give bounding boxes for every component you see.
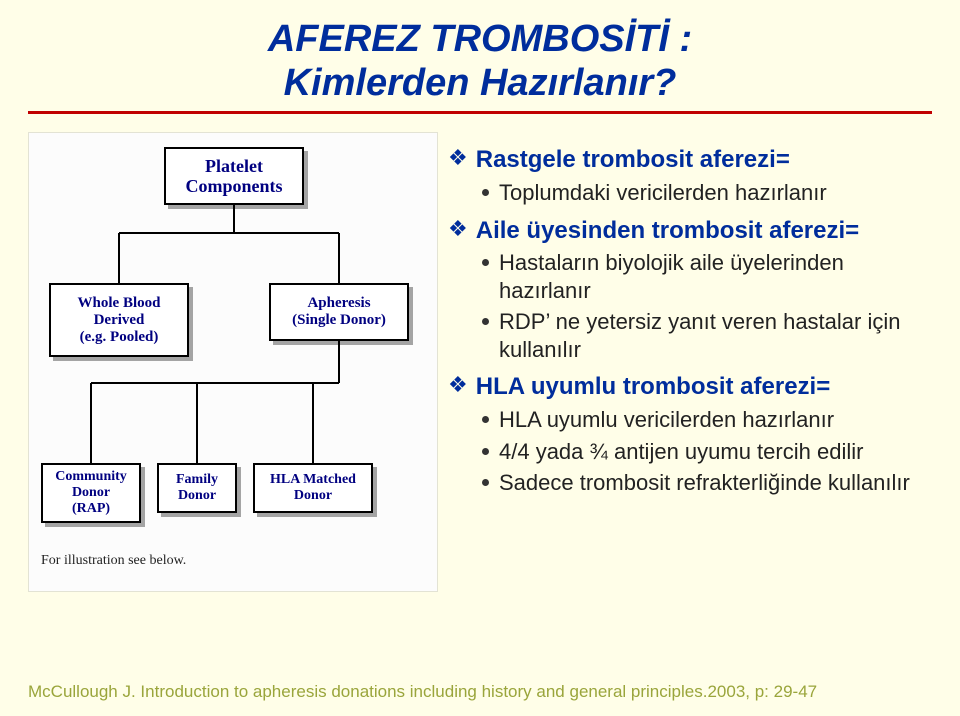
bullet-level-2: 4/4 yada ¾ antijen uyumu tercih edilir xyxy=(482,438,932,466)
dot-bullet-icon xyxy=(482,448,489,455)
bullet-list: ❖ Rastgele trombosit aferezi= Toplumdaki v… xyxy=(448,132,932,496)
bullet-text: HLA uyumlu trombosit aferezi= xyxy=(476,373,831,402)
title-line-1: AFEREZ TROMBOSİTİ : xyxy=(28,18,932,62)
node-community-donor: CommunityDonor(RAP) xyxy=(41,463,141,523)
node-apheresis: Apheresis(Single Donor) xyxy=(269,283,409,341)
bullet-text: 4/4 yada ¾ antijen uyumu tercih edilir xyxy=(499,438,863,466)
bullet-text: RDP’ ne yetersiz yanıt veren hastalar iç… xyxy=(499,308,932,363)
bullet-level-1: ❖ HLA uyumlu trombosit aferezi= xyxy=(448,373,932,402)
node-label: HLA MatchedDonor xyxy=(270,472,356,504)
title-block: AFEREZ TROMBOSİTİ : Kimlerden Hazırlanır… xyxy=(28,18,932,105)
dot-bullet-icon xyxy=(482,479,489,486)
content-row: PlateletComponents Whole BloodDerived(e.… xyxy=(28,132,932,592)
dot-bullet-icon xyxy=(482,318,489,325)
diamond-bullet-icon: ❖ xyxy=(448,217,468,241)
bullet-level-2: Sadece trombosit refrakterliğinde kullan… xyxy=(482,469,932,497)
node-label: Whole BloodDerived(e.g. Pooled) xyxy=(78,295,161,347)
bullet-level-2: Toplumdaki vericilerden hazırlanır xyxy=(482,179,932,207)
bullet-text: Aile üyesinden trombosit aferezi= xyxy=(476,217,859,246)
node-label: PlateletComponents xyxy=(185,156,282,197)
slide: AFEREZ TROMBOSİTİ : Kimlerden Hazırlanır… xyxy=(0,0,960,716)
bullet-level-2: HLA uyumlu vericilerden hazırlanır xyxy=(482,406,932,434)
bullet-level-1: ❖ Rastgele trombosit aferezi= xyxy=(448,146,932,175)
diamond-bullet-icon: ❖ xyxy=(448,146,468,170)
node-family-donor: FamilyDonor xyxy=(157,463,237,513)
bullet-text: HLA uyumlu vericilerden hazırlanır xyxy=(499,406,834,434)
bullet-level-1: ❖ Aile üyesinden trombosit aferezi= xyxy=(448,217,932,246)
node-label: FamilyDonor xyxy=(176,472,218,504)
node-label: CommunityDonor(RAP) xyxy=(55,469,127,517)
diamond-bullet-icon: ❖ xyxy=(448,373,468,397)
title-line-2: Kimlerden Hazırlanır? xyxy=(28,62,932,106)
title-rule xyxy=(28,111,932,114)
bullet-level-2: RDP’ ne yetersiz yanıt veren hastalar iç… xyxy=(482,308,932,363)
dot-bullet-icon xyxy=(482,189,489,196)
node-whole-blood: Whole BloodDerived(e.g. Pooled) xyxy=(49,283,189,357)
bullet-text: Sadece trombosit refrakterliğinde kullan… xyxy=(499,469,910,497)
dot-bullet-icon xyxy=(482,416,489,423)
citation: McCullough J. Introduction to apheresis … xyxy=(28,682,817,702)
node-hla-matched-donor: HLA MatchedDonor xyxy=(253,463,373,513)
dot-bullet-icon xyxy=(482,259,489,266)
bullet-text: Rastgele trombosit aferezi= xyxy=(476,146,790,175)
bullet-text: Toplumdaki vericilerden hazırlanır xyxy=(499,179,827,207)
bullet-level-2: Hastaların biyolojik aile üyelerinden ha… xyxy=(482,249,932,304)
node-platelet-components: PlateletComponents xyxy=(164,147,304,205)
node-label: Apheresis(Single Donor) xyxy=(292,295,386,330)
diagram-footnote: For illustration see below. xyxy=(41,553,186,569)
bullet-text: Hastaların biyolojik aile üyelerinden ha… xyxy=(499,249,932,304)
tree-diagram: PlateletComponents Whole BloodDerived(e.… xyxy=(28,132,438,592)
